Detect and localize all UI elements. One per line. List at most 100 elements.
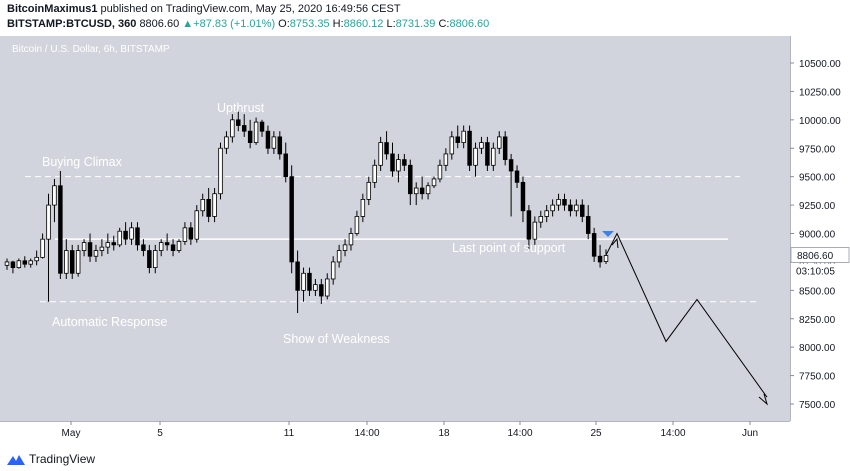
candle[interactable] xyxy=(16,260,22,268)
candle[interactable] xyxy=(568,204,573,212)
candle[interactable] xyxy=(34,256,39,262)
candle[interactable] xyxy=(461,130,466,143)
candle[interactable] xyxy=(52,185,57,206)
projection-path[interactable] xyxy=(605,232,768,398)
candle[interactable] xyxy=(419,187,425,195)
candle[interactable] xyxy=(123,230,128,240)
candle[interactable] xyxy=(212,193,217,217)
candle[interactable] xyxy=(4,261,10,266)
candle[interactable] xyxy=(497,136,502,149)
candle[interactable] xyxy=(550,204,555,212)
candle[interactable] xyxy=(390,153,395,172)
candle[interactable] xyxy=(580,204,585,217)
candle[interactable] xyxy=(46,204,51,240)
candle[interactable] xyxy=(75,250,81,274)
candle[interactable] xyxy=(491,147,496,166)
symbol-label[interactable]: BITSTAMP:BTCUSD, 360 xyxy=(7,18,137,30)
candle[interactable] xyxy=(283,153,288,178)
candle[interactable] xyxy=(473,147,478,166)
candle[interactable] xyxy=(384,142,389,155)
candle[interactable] xyxy=(200,198,205,212)
candle[interactable] xyxy=(40,238,45,258)
candle[interactable] xyxy=(105,242,111,248)
candle[interactable] xyxy=(556,198,561,206)
candle[interactable] xyxy=(10,261,16,269)
candle[interactable] xyxy=(366,181,372,200)
candle[interactable] xyxy=(147,250,152,269)
candle[interactable] xyxy=(265,130,271,149)
candle[interactable] xyxy=(396,159,401,172)
candle[interactable] xyxy=(479,142,484,149)
candle[interactable] xyxy=(129,227,134,240)
candle[interactable] xyxy=(348,233,354,246)
candle[interactable] xyxy=(241,125,247,132)
candle[interactable] xyxy=(562,198,567,206)
publisher-name[interactable]: BitcoinMaximus1 xyxy=(7,3,98,15)
candle[interactable] xyxy=(467,130,472,166)
candle[interactable] xyxy=(437,164,443,180)
candle[interactable] xyxy=(325,278,330,297)
candle[interactable] xyxy=(425,185,431,195)
candle[interactable] xyxy=(81,242,87,251)
candle[interactable] xyxy=(69,250,75,274)
candle[interactable] xyxy=(64,250,69,274)
candle[interactable] xyxy=(295,261,300,291)
candle[interactable] xyxy=(236,119,241,126)
chart-canvas[interactable]: 10500.00 10250.00 10000.00 9750.00 9500.00 92… xyxy=(0,36,850,447)
candle[interactable] xyxy=(170,244,176,251)
candle[interactable] xyxy=(135,227,140,246)
candle[interactable] xyxy=(158,242,164,251)
candle[interactable] xyxy=(544,210,549,217)
candle[interactable] xyxy=(111,242,116,246)
candle[interactable] xyxy=(307,272,312,291)
candle[interactable] xyxy=(502,136,508,161)
candle[interactable] xyxy=(378,142,383,166)
candle[interactable] xyxy=(372,164,377,183)
candle[interactable] xyxy=(597,255,603,263)
candle[interactable] xyxy=(336,250,342,263)
candle[interactable] xyxy=(526,210,532,240)
candle[interactable] xyxy=(431,178,437,187)
candle[interactable] xyxy=(449,136,455,155)
candle[interactable] xyxy=(591,233,597,257)
candle[interactable] xyxy=(164,242,170,246)
candle[interactable] xyxy=(206,198,211,217)
candle[interactable] xyxy=(247,130,253,143)
candle[interactable] xyxy=(313,284,318,291)
candle[interactable] xyxy=(585,216,591,234)
candle[interactable] xyxy=(413,187,419,195)
candle[interactable] xyxy=(58,185,63,274)
candle[interactable] xyxy=(141,244,146,251)
candle[interactable] xyxy=(253,121,259,143)
candle[interactable] xyxy=(402,159,407,166)
candle[interactable] xyxy=(188,227,194,240)
candle[interactable] xyxy=(28,260,33,265)
candle[interactable] xyxy=(508,159,514,172)
candle[interactable] xyxy=(277,136,283,155)
candle[interactable] xyxy=(22,260,28,265)
candle[interactable] xyxy=(443,153,449,166)
blue-marker-icon[interactable] xyxy=(602,231,614,237)
candle[interactable] xyxy=(408,164,413,195)
candle[interactable] xyxy=(574,204,579,212)
candle[interactable] xyxy=(230,119,235,138)
candle[interactable] xyxy=(603,255,609,262)
candle[interactable] xyxy=(485,142,490,166)
candle[interactable] xyxy=(532,221,538,240)
candle[interactable] xyxy=(330,261,336,280)
candle[interactable] xyxy=(176,241,182,251)
candle[interactable] xyxy=(93,250,99,257)
candle[interactable] xyxy=(182,227,188,242)
candle[interactable] xyxy=(520,181,526,212)
tradingview-brand[interactable]: TradingView xyxy=(29,452,96,466)
candle[interactable] xyxy=(194,210,200,240)
candle[interactable] xyxy=(342,244,348,251)
candle[interactable] xyxy=(538,216,544,223)
candle[interactable] xyxy=(224,136,229,149)
candle[interactable] xyxy=(301,272,306,291)
candle[interactable] xyxy=(289,176,294,263)
candle[interactable] xyxy=(99,246,105,251)
candle[interactable] xyxy=(87,242,93,257)
candle[interactable] xyxy=(354,216,360,234)
candle[interactable] xyxy=(218,147,223,195)
